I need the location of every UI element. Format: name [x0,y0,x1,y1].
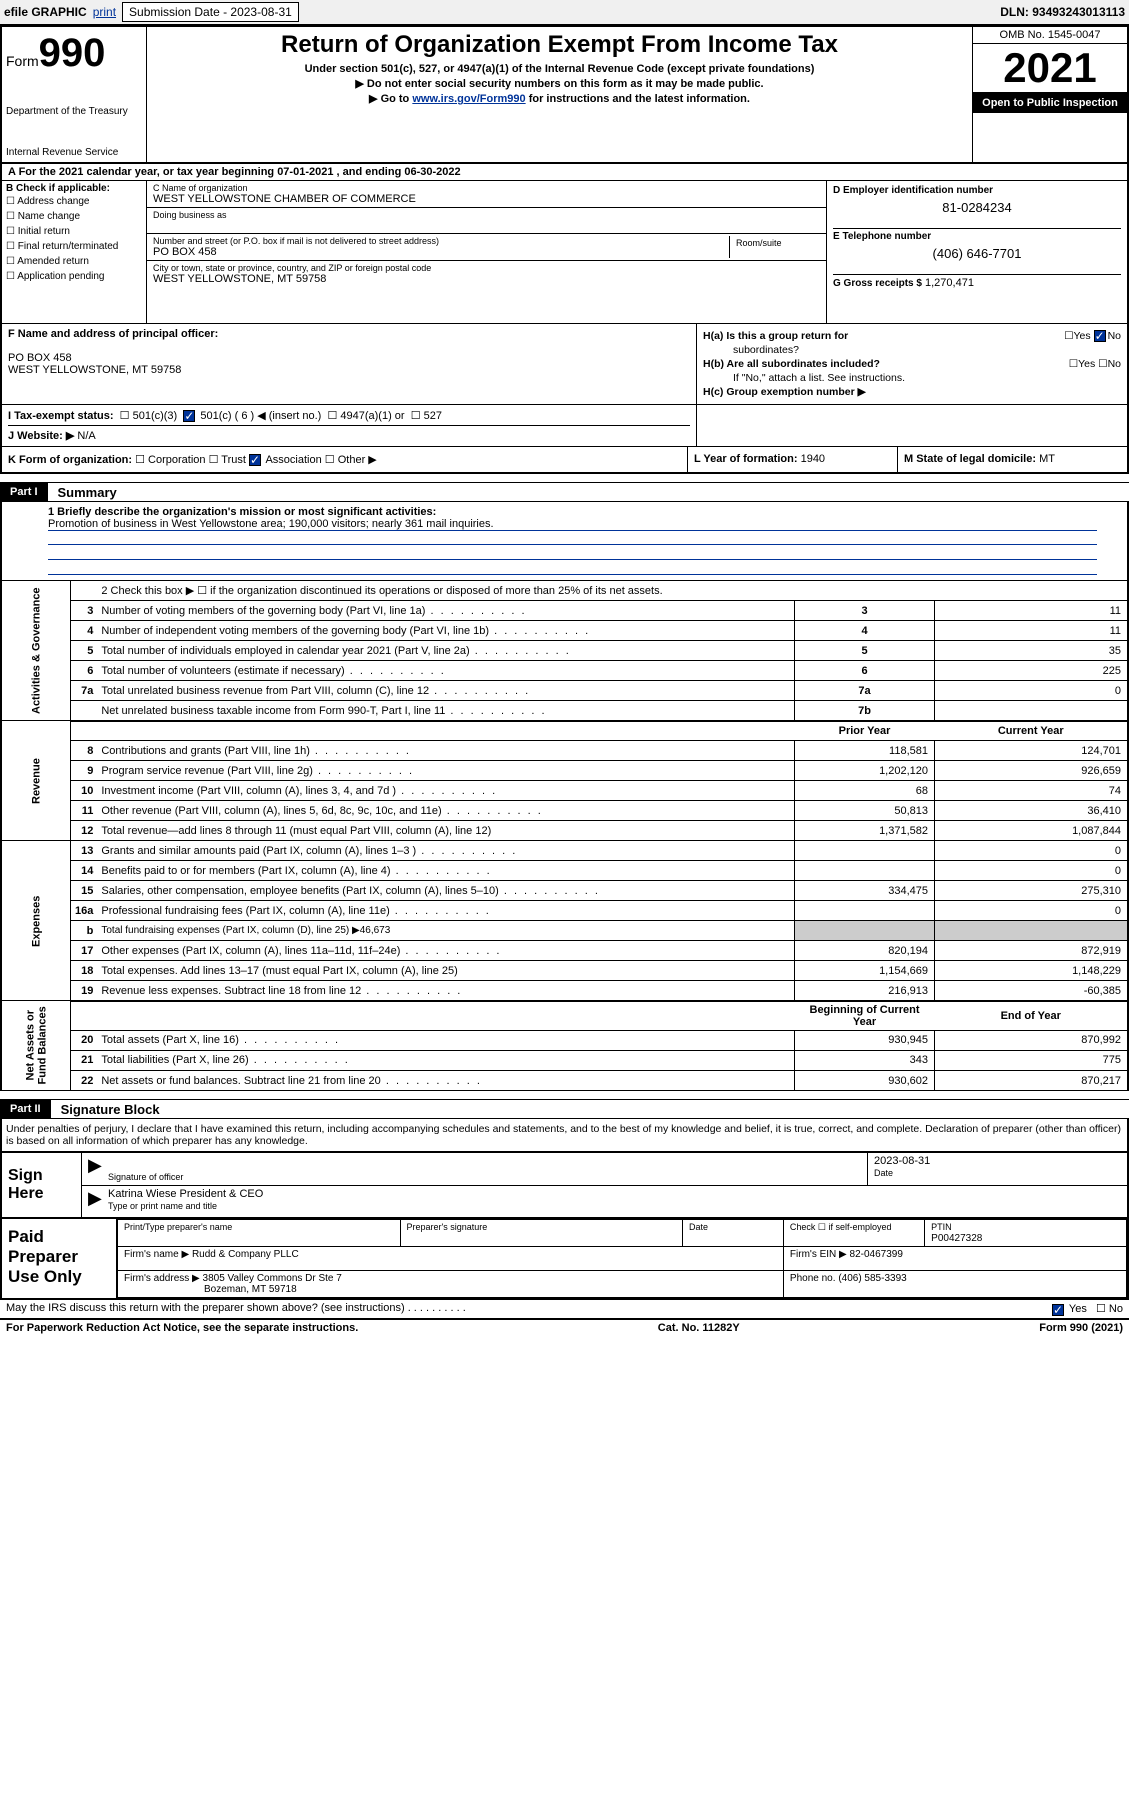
subtitle-2: ▶ Do not enter social security numbers o… [155,77,964,90]
ein: 81-0284234 [833,200,1121,215]
section-m: M State of legal domicile: MT [897,447,1127,472]
part1-body: 1 Briefly describe the organization's mi… [0,502,1129,1091]
irs-link[interactable]: www.irs.gov/Form990 [412,93,525,105]
part1-header: Part I Summary [0,482,1129,502]
org-name: WEST YELLOWSTONE CHAMBER OF COMMERCE [153,193,820,205]
form-title: Return of Organization Exempt From Incom… [155,31,964,59]
dln: DLN: 93493243013113 [1000,5,1125,19]
discuss-row: May the IRS discuss this return with the… [0,1300,1129,1319]
paid-preparer-block: Paid Preparer Use Only Print/Type prepar… [0,1219,1129,1300]
side-netassets: Net Assets or Fund Balances [2,1001,71,1091]
section-l: L Year of formation: 1940 [687,447,897,472]
tax-year-range: A For the 2021 calendar year, or tax yea… [0,164,1129,181]
firm-ein: 82-0467399 [850,1249,903,1260]
officer-name: Katrina Wiese President & CEO [108,1188,263,1200]
submission-date: Submission Date - 2023-08-31 [122,2,299,22]
subtitle-1: Under section 501(c), 527, or 4947(a)(1)… [155,63,964,75]
footer: For Paperwork Reduction Act Notice, see … [0,1320,1129,1336]
telephone: (406) 646-7701 [833,246,1121,261]
tax-exempt-label: I Tax-exempt status: [8,410,114,422]
identity-block: B Check if applicable: ☐ Address change … [0,181,1129,474]
section-k: K Form of organization: ☐ Corporation ☐ … [2,447,687,472]
efile-label: efile GRAPHIC [4,5,87,19]
irs-label: Internal Revenue Service [6,147,142,158]
website: N/A [77,430,95,442]
section-d-e-g: D Employer identification number 81-0284… [827,181,1127,323]
ptin: P00427328 [931,1233,982,1244]
city-state-zip: WEST YELLOWSTONE, MT 59758 [153,273,820,285]
section-b: B Check if applicable: ☐ Address change … [2,181,147,323]
form-header: Form990 Department of the Treasury Inter… [0,25,1129,164]
firm-name: Rudd & Company PLLC [192,1249,299,1260]
subtitle-3: ▶ Go to www.irs.gov/Form990 for instruct… [155,92,964,105]
omb-number: OMB No. 1545-0047 [973,27,1127,44]
mission-text: Promotion of business in West Yellowston… [48,518,494,530]
section-f: F Name and address of principal officer:… [2,324,697,404]
signature-intro: Under penalties of perjury, I declare th… [0,1119,1129,1151]
firm-phone: (406) 585-3393 [838,1273,906,1284]
print-link[interactable]: print [93,5,116,19]
top-toolbar: efile GRAPHIC print Submission Date - 20… [0,0,1129,25]
room-suite: Room/suite [730,236,820,258]
signature-date: 2023-08-31 [874,1155,930,1167]
side-revenue: Revenue [2,721,71,841]
dept-treasury: Department of the Treasury [6,106,142,117]
arrow-icon: ▶ [82,1186,102,1214]
side-expenses: Expenses [2,841,71,1001]
side-governance: Activities & Governance [2,581,71,721]
form-number: 990 [39,31,106,75]
gross-receipts: 1,270,471 [925,277,974,289]
part2-header: Part II Signature Block [0,1099,1129,1119]
section-c: C Name of organization WEST YELLOWSTONE … [147,181,827,323]
form-word: Form [6,53,39,69]
tax-year: 2021 [973,44,1127,93]
open-public: Open to Public Inspection [973,93,1127,113]
street-address: PO BOX 458 [153,246,729,258]
part1-table: Activities & Governance 2 Check this box… [2,580,1127,1090]
section-h: H(a) Is this a group return for☐Yes No s… [697,324,1127,404]
sign-here-block: Sign Here ▶ Signature of officer 2023-08… [0,1151,1129,1219]
arrow-icon: ▶ [82,1153,102,1185]
